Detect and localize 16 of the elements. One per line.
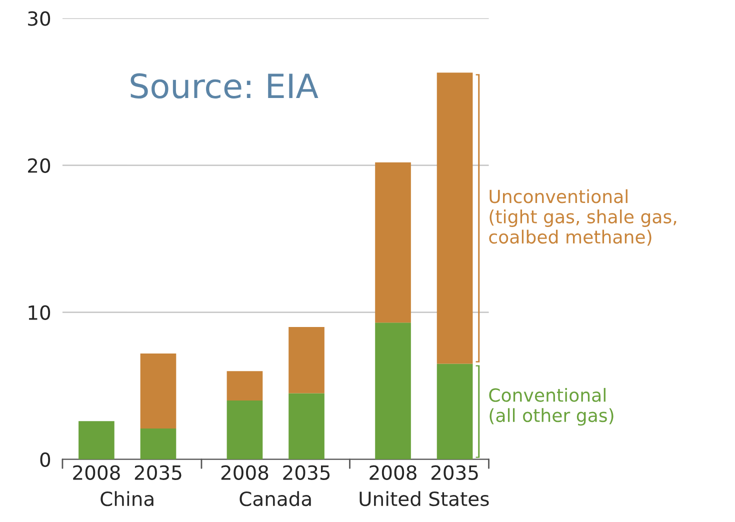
y-tick-label: 20	[28, 158, 50, 173]
x-tick-label: 2008	[73, 465, 120, 480]
y-tick-label: 30	[28, 11, 50, 26]
x-tick-label: 2008	[370, 465, 416, 480]
x-tick-label: 2035	[134, 465, 182, 480]
text: Canada	[240, 491, 311, 506]
y-tick-label: 10	[28, 305, 50, 320]
text: China	[100, 491, 154, 506]
x-tick-label: 2008	[221, 465, 268, 480]
x-tick-label: 2035	[283, 465, 330, 480]
annotation: Source: EIA	[130, 73, 318, 99]
x-tick-label: 2035	[431, 465, 478, 480]
series-label: Unconventional (tight gas, shale gas, coalbed methane)	[489, 189, 676, 246]
series-label: Conventional (all other gas)	[489, 388, 614, 426]
text: United States	[360, 491, 489, 506]
y-tick-label: 0	[40, 452, 50, 468]
